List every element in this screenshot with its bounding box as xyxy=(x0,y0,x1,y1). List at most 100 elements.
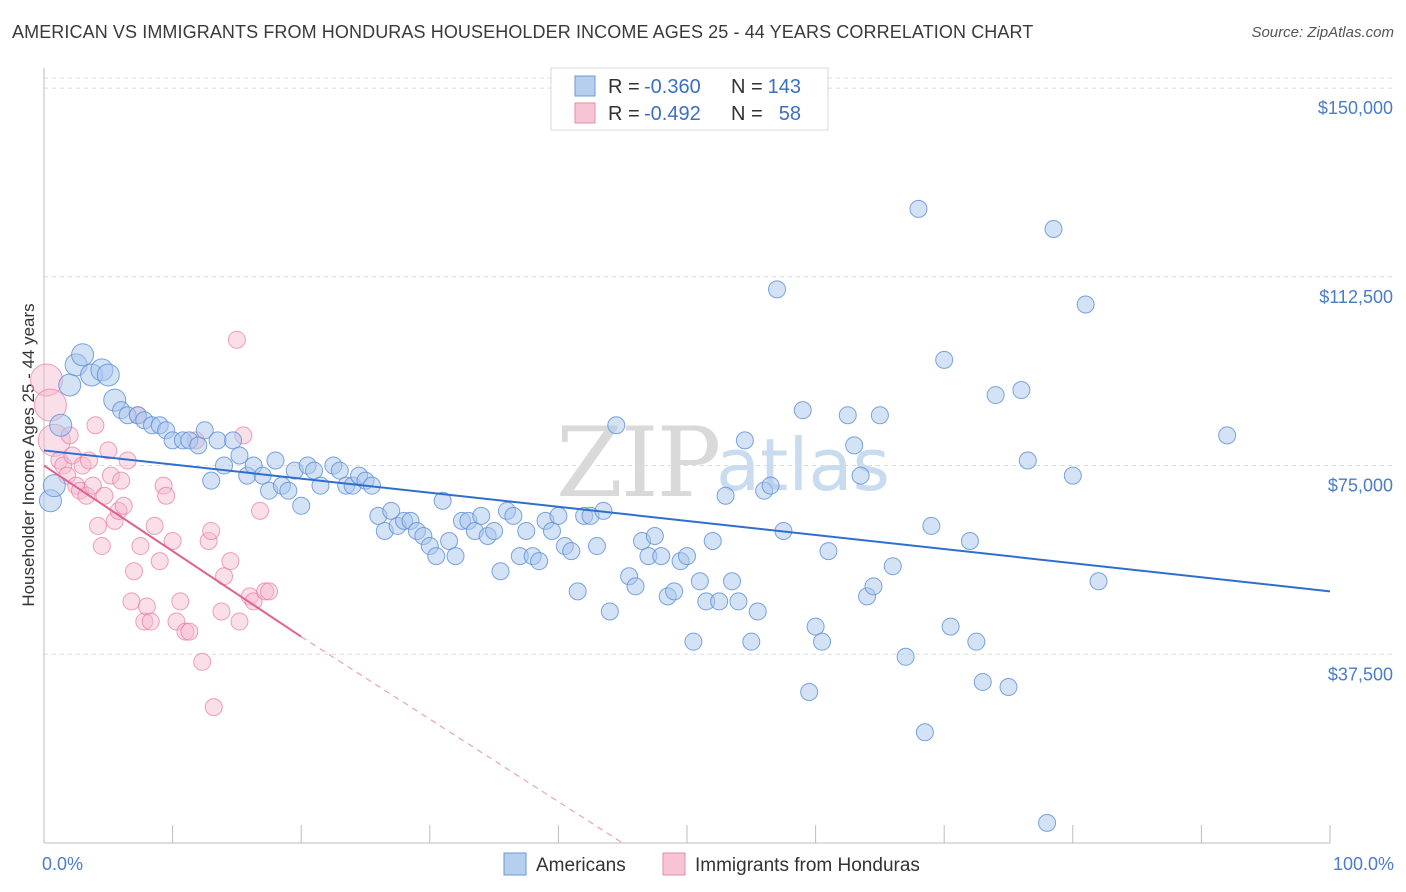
americans-point-118 xyxy=(864,577,883,596)
honduras-point-16 xyxy=(92,537,111,556)
legend-n-label-2: N = xyxy=(731,103,763,125)
americans-point-2 xyxy=(49,413,73,437)
americans-point-74 xyxy=(549,506,568,525)
watermark-zip: ZIP xyxy=(556,407,719,519)
americans-point-99 xyxy=(716,486,735,505)
gridlines xyxy=(44,77,1394,655)
americans-point-123 xyxy=(915,723,934,742)
y-tick-label-1: $75,000 xyxy=(1328,476,1393,496)
legend-swatch-americans xyxy=(574,75,596,97)
americans-point-56 xyxy=(433,491,452,510)
americans-point-107 xyxy=(768,280,787,299)
americans-point-116 xyxy=(851,466,870,485)
americans-point-101 xyxy=(729,592,748,611)
honduras-point-4 xyxy=(54,456,73,475)
honduras-point-29 xyxy=(135,612,154,631)
honduras-point-33 xyxy=(150,552,169,571)
americans-point-5 xyxy=(71,343,95,367)
honduras-point-35 xyxy=(157,486,176,505)
y-tick-labels: $37,500 $75,000 $112,500 $150,000 xyxy=(1318,98,1393,684)
americans-point-134 xyxy=(1038,813,1057,832)
americans-point-125 xyxy=(935,350,954,369)
legend-n-value-2: 58 xyxy=(779,103,801,125)
americans-point-88 xyxy=(645,526,664,545)
americans-point-58 xyxy=(446,547,465,566)
x-tick-left: 0.0% xyxy=(42,854,83,874)
honduras-point-26 xyxy=(125,562,144,581)
americans-point-82 xyxy=(600,602,619,621)
trend-line-americans xyxy=(43,449,1331,593)
honduras-point-46 xyxy=(212,602,231,621)
americans-point-112 xyxy=(813,632,832,651)
honduras-point-18 xyxy=(99,441,118,460)
americans-point-98 xyxy=(710,592,729,611)
legend-r-label-1: R = xyxy=(608,76,640,98)
bottom-label-honduras: Immigrants from Honduras xyxy=(695,855,920,876)
trend-line-honduras-extension xyxy=(300,636,623,844)
honduras-point-39 xyxy=(176,622,195,641)
stats-legend: R = -0.360 N = 143 R = -0.492 N = 58 xyxy=(550,67,829,131)
legend-r-value-2: -0.492 xyxy=(644,103,701,125)
americans-point-136 xyxy=(1063,466,1082,485)
honduras-point-37 xyxy=(167,612,186,631)
honduras-point-50 xyxy=(230,612,249,631)
americans-point-100 xyxy=(723,572,742,591)
americans-point-126 xyxy=(941,617,960,636)
x-tick-right: 100.0% xyxy=(1333,854,1394,874)
americans-point-57 xyxy=(440,532,459,551)
americans-point-71 xyxy=(530,552,549,571)
honduras-point-13 xyxy=(83,476,102,495)
honduras-point-31 xyxy=(141,612,160,631)
americans-point-139 xyxy=(1218,426,1237,445)
americans-point-97 xyxy=(703,532,722,551)
americans-point-138 xyxy=(1089,572,1108,591)
y-axis-label: Householder Income Ages 25 - 44 years xyxy=(19,303,38,606)
americans-point-83 xyxy=(607,416,626,435)
americans-point-111 xyxy=(806,617,825,636)
honduras-point-53 xyxy=(244,592,263,611)
americans-point-128 xyxy=(967,632,986,651)
americans-point-23 xyxy=(208,431,227,450)
americans-point-22 xyxy=(202,471,221,490)
legend-swatch-honduras xyxy=(574,102,596,124)
americans-point-137 xyxy=(1076,295,1095,314)
americans-point-37 xyxy=(305,461,324,480)
honduras-point-23 xyxy=(114,496,133,515)
trend-line-honduras xyxy=(43,464,302,638)
americans-point-65 xyxy=(491,562,510,581)
americans-point-20 xyxy=(189,436,208,455)
americans-point-33 xyxy=(279,481,298,500)
americans-point-132 xyxy=(1012,381,1031,400)
americans-point-119 xyxy=(870,406,889,425)
americans-point-120 xyxy=(883,557,902,576)
honduras-point-49 xyxy=(227,330,246,349)
americans-point-94 xyxy=(684,632,703,651)
americans-point-77 xyxy=(568,582,587,601)
honduras-point-45 xyxy=(204,698,223,717)
americans-point-110 xyxy=(800,683,819,702)
americans-point-91 xyxy=(665,582,684,601)
americans-point-25 xyxy=(224,431,243,450)
honduras-point-28 xyxy=(131,537,150,556)
bottom-swatch-honduras xyxy=(662,852,686,876)
series-americans-points xyxy=(38,199,1237,832)
chart-title: AMERICAN VS IMMIGRANTS FROM HONDURAS HOU… xyxy=(12,22,1034,42)
americans-point-67 xyxy=(504,506,523,525)
americans-point-121 xyxy=(896,647,915,666)
axes xyxy=(43,68,1331,844)
americans-point-40 xyxy=(330,461,349,480)
americans-point-21 xyxy=(195,421,214,440)
americans-point-26 xyxy=(230,446,249,465)
americans-point-73 xyxy=(542,521,561,540)
honduras-point-14 xyxy=(86,416,105,435)
americans-point-89 xyxy=(652,547,671,566)
honduras-point-38 xyxy=(171,592,190,611)
americans-point-80 xyxy=(587,537,606,556)
legend-r-value-1: -0.360 xyxy=(644,76,701,98)
honduras-point-56 xyxy=(260,582,279,601)
bottom-label-americans: Americans xyxy=(536,855,626,876)
honduras-point-42 xyxy=(193,652,212,671)
honduras-point-32 xyxy=(145,516,164,535)
trend-lines xyxy=(43,449,1331,844)
legend-n-label-1: N = xyxy=(731,76,763,98)
